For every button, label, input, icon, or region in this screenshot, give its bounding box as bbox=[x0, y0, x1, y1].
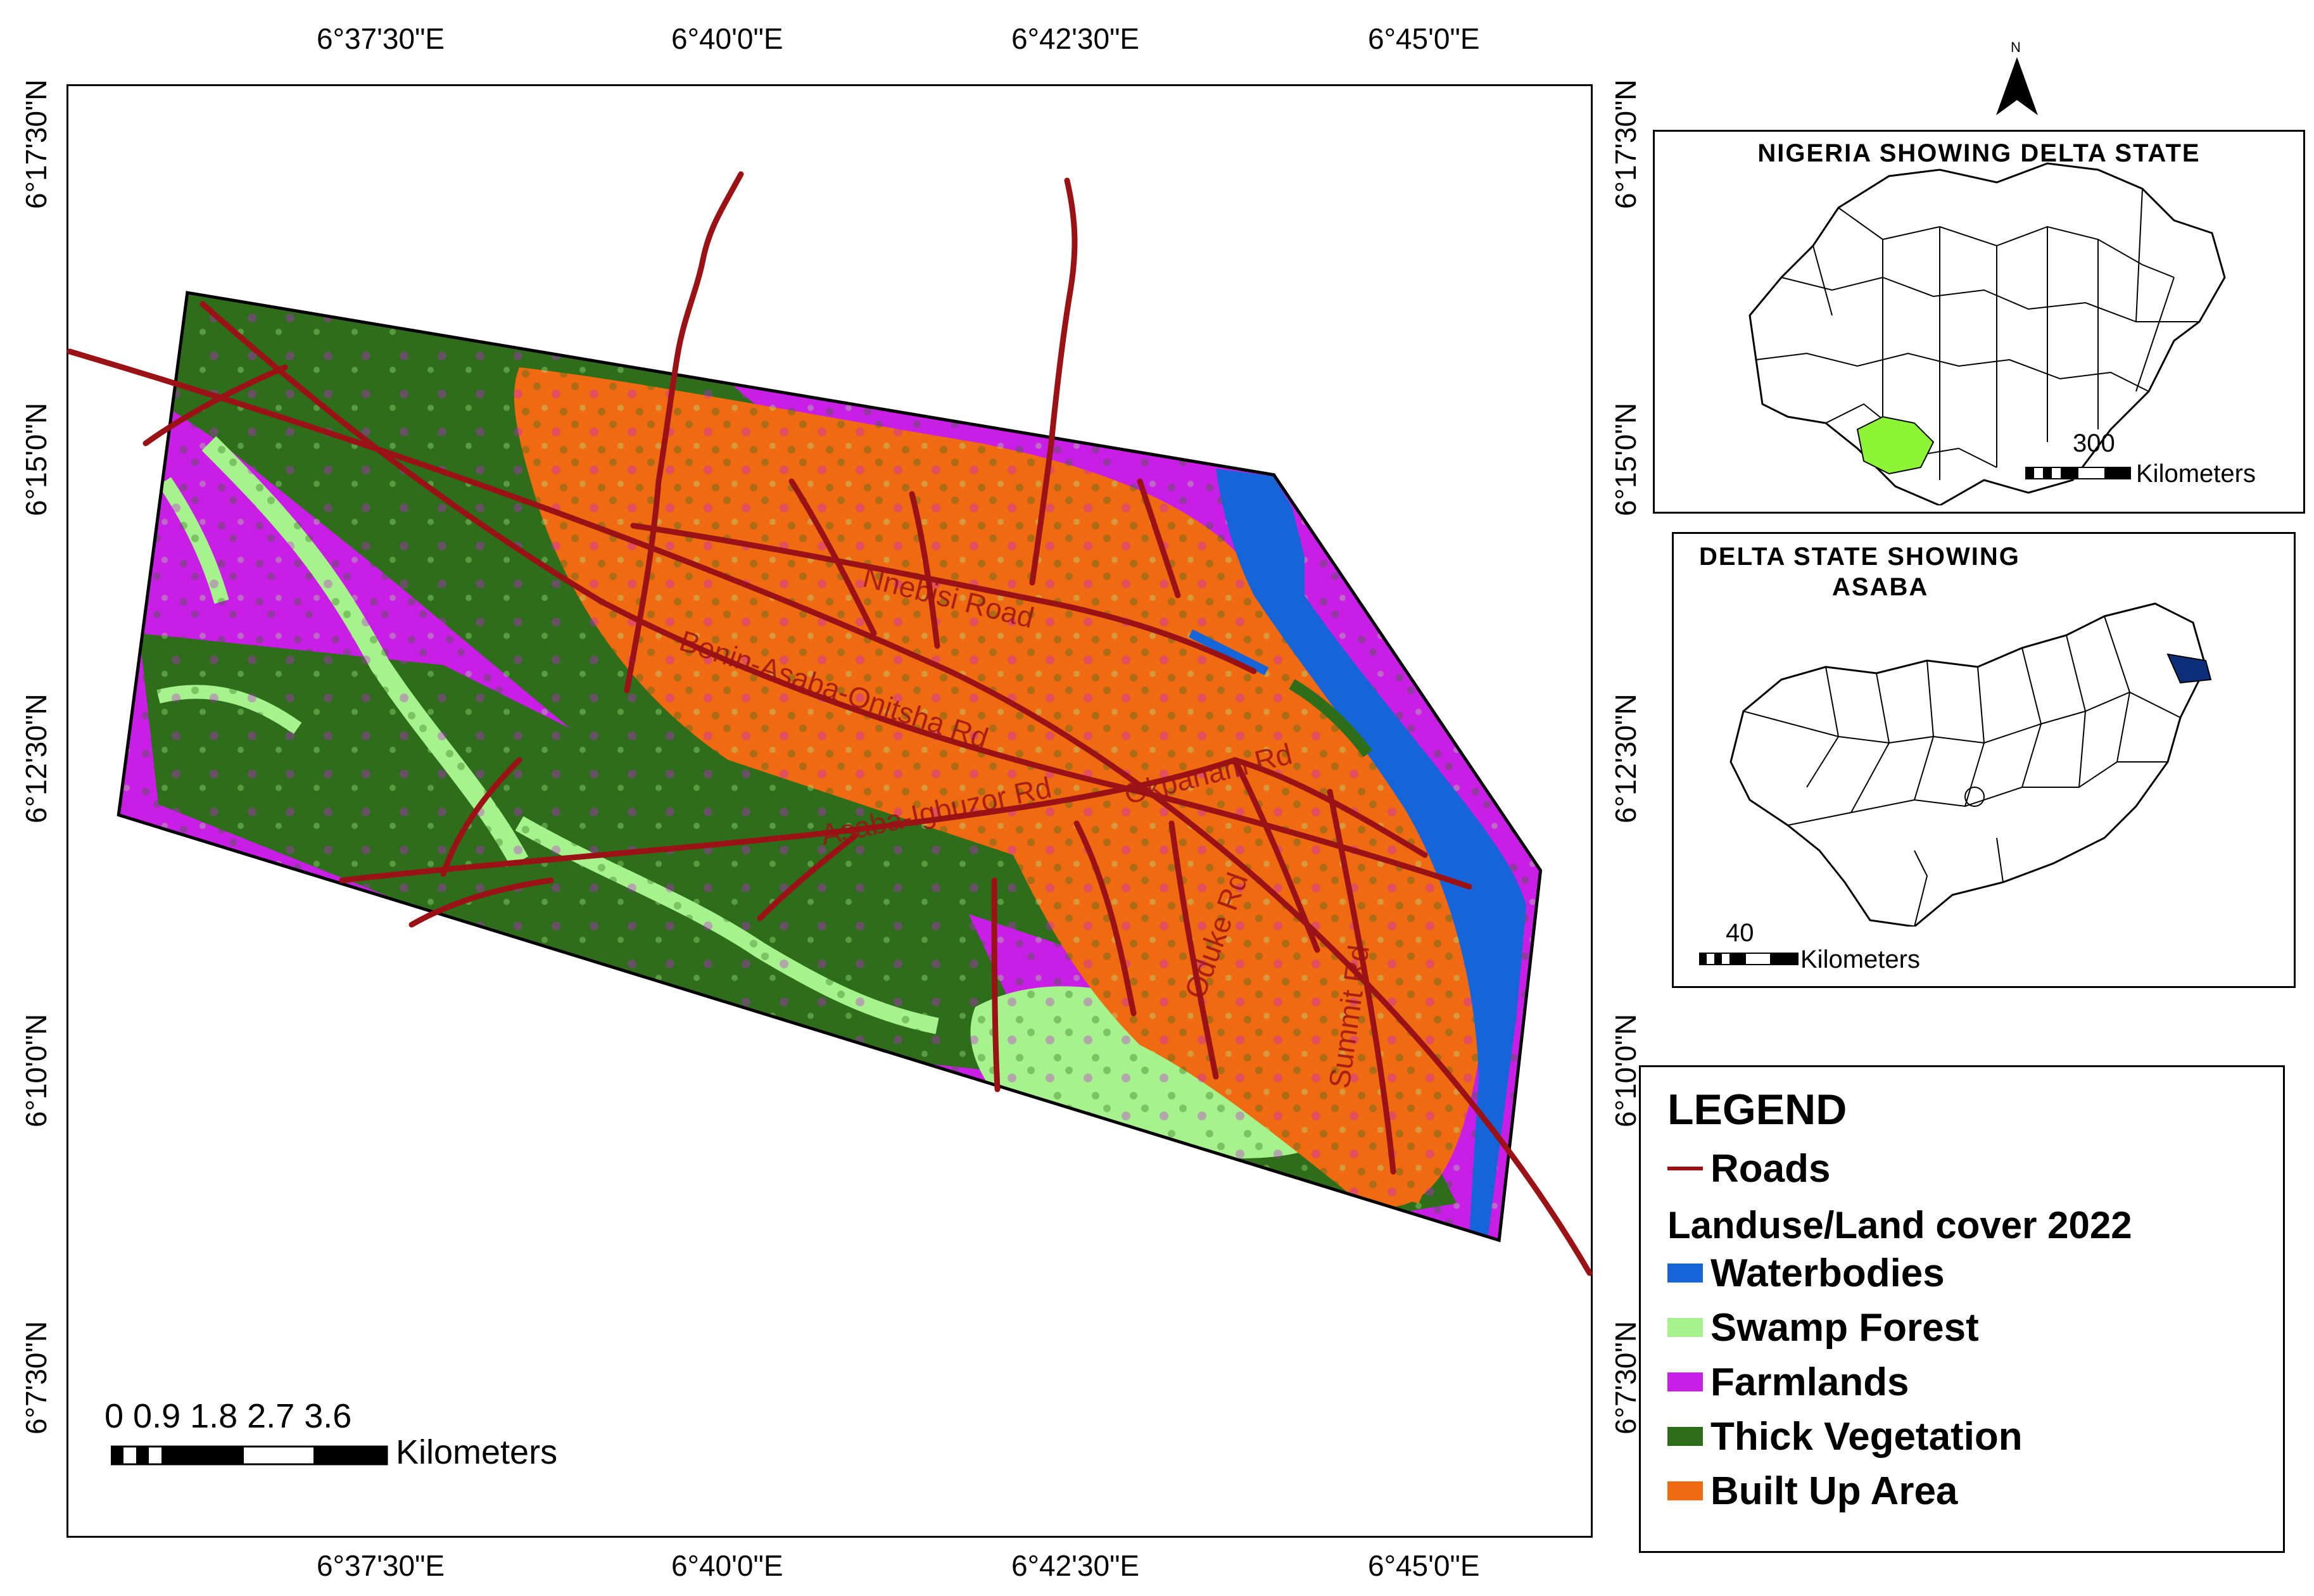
main-scale-bar bbox=[111, 1445, 388, 1466]
coord-top-3: 6°42'30"E bbox=[1011, 22, 1140, 55]
asaba-highlight bbox=[2166, 653, 2212, 684]
road-benin-asaba bbox=[199, 301, 1472, 890]
legend-item-thick-vegetation: Thick Vegetation bbox=[1667, 1414, 2023, 1459]
legend-title: LEGEND bbox=[1667, 1086, 1847, 1134]
farmlands-swatch bbox=[1667, 1372, 1703, 1391]
road-expressway bbox=[66, 348, 1593, 1276]
coord-right-2: 6°15'0"N bbox=[1609, 402, 1642, 516]
coord-right-4: 6°10'0"N bbox=[1609, 1013, 1642, 1127]
inset-delta-title-line1: DELTA STATE SHOWING bbox=[1699, 543, 2020, 571]
road-south-2 bbox=[408, 877, 554, 928]
legend-heading: Landuse/Land cover 2022 bbox=[1667, 1204, 2132, 1246]
inset-delta-scale-bar bbox=[1699, 953, 1799, 965]
inset-nigeria-title: NIGERIA SHOWING DELTA STATE bbox=[1757, 139, 2201, 167]
legend-item-swamp-forest: Swamp Forest bbox=[1667, 1305, 1979, 1350]
landuse-map: Nnebisi Road Benin-Asaba-Onitsha Rd Asab… bbox=[66, 171, 1593, 1276]
inset-nigeria-panel: NIGERIA SHOWING DELTA STATE 300 Kilomete… bbox=[1653, 130, 2305, 514]
coord-top-2: 6°40'0"E bbox=[671, 22, 783, 55]
coord-top-1: 6°37'30"E bbox=[317, 22, 445, 55]
coord-bottom-3: 6°42'30"E bbox=[1011, 1549, 1140, 1582]
legend-panel: LEGEND Roads Landuse/Land cover 2022 Wat… bbox=[1639, 1065, 2285, 1553]
legend-label-built-up-area: Built Up Area bbox=[1710, 1469, 1958, 1513]
built-up-area-swatch bbox=[1667, 1481, 1703, 1500]
coord-top-4: 6°45'0"E bbox=[1368, 22, 1480, 55]
legend-label-waterbodies: Waterbodies bbox=[1710, 1251, 1945, 1295]
thick-vegetation-swatch bbox=[1667, 1427, 1703, 1446]
road-asaba-igbuzor bbox=[339, 757, 1428, 884]
coord-right-5: 6°7'30"N bbox=[1609, 1320, 1642, 1434]
inset-nigeria-scale-bar bbox=[2025, 467, 2131, 479]
road-west-1 bbox=[142, 364, 288, 446]
coord-bottom-1: 6°37'30"E bbox=[317, 1549, 445, 1582]
waterbodies-swatch bbox=[1667, 1264, 1703, 1282]
inset-delta-scale-value: 40 bbox=[1726, 919, 1754, 947]
coord-right-1: 6°17'30"N bbox=[1609, 79, 1642, 209]
coord-bottom-2: 6°40'0"E bbox=[671, 1549, 783, 1582]
legend-label-swamp-forest: Swamp Forest bbox=[1710, 1305, 1979, 1350]
coord-bottom-4: 6°45'0"E bbox=[1368, 1549, 1480, 1582]
delta-state-outline-map bbox=[1729, 602, 2212, 927]
swamp-forest-swatch bbox=[1667, 1318, 1703, 1337]
legend-label-farmlands: Farmlands bbox=[1710, 1360, 1909, 1404]
north-arrow-icon bbox=[1996, 57, 2038, 115]
road-north-2 bbox=[1029, 177, 1078, 586]
waterbody-river bbox=[1216, 469, 1526, 1235]
inset-nigeria-scale-unit: Kilometers bbox=[2136, 460, 2256, 488]
delta-state-highlight bbox=[1856, 415, 1935, 475]
nigeria-outline-map bbox=[1748, 162, 2226, 505]
legend-item-roads: Roads bbox=[1667, 1146, 1830, 1191]
main-scale-ticks: 0 0.9 1.8 2.7 3.6 bbox=[104, 1397, 352, 1435]
road-nnebisi bbox=[630, 522, 1257, 674]
roads-layer bbox=[66, 171, 1593, 1276]
inset-delta-title-line2: ASABA bbox=[1832, 573, 1929, 601]
legend-item-farmlands: Farmlands bbox=[1667, 1360, 1909, 1404]
road-line-icon bbox=[1667, 1167, 1703, 1170]
legend-item-built-up-area: Built Up Area bbox=[1667, 1469, 1957, 1513]
road-south-1 bbox=[991, 877, 1001, 1092]
legend-roads-label: Roads bbox=[1710, 1146, 1831, 1191]
inset-delta-scale-unit: Kilometers bbox=[1800, 946, 1920, 973]
road-oduke bbox=[1168, 820, 1219, 1080]
road-north-1 bbox=[624, 171, 744, 694]
north-arrow-label: N bbox=[2011, 39, 2021, 55]
main-scale-unit: Kilometers bbox=[396, 1433, 558, 1471]
coord-right-3: 6°12'30"N bbox=[1609, 694, 1642, 823]
road-summit bbox=[1327, 788, 1396, 1175]
inset-delta-panel: DELTA STATE SHOWING ASABA 40 Kilometers bbox=[1672, 532, 2296, 988]
legend-label-thick-vegetation: Thick Vegetation bbox=[1710, 1414, 2023, 1459]
legend-item-waterbodies: Waterbodies bbox=[1667, 1251, 1945, 1295]
inset-nigeria-scale-value: 300 bbox=[2073, 429, 2115, 457]
